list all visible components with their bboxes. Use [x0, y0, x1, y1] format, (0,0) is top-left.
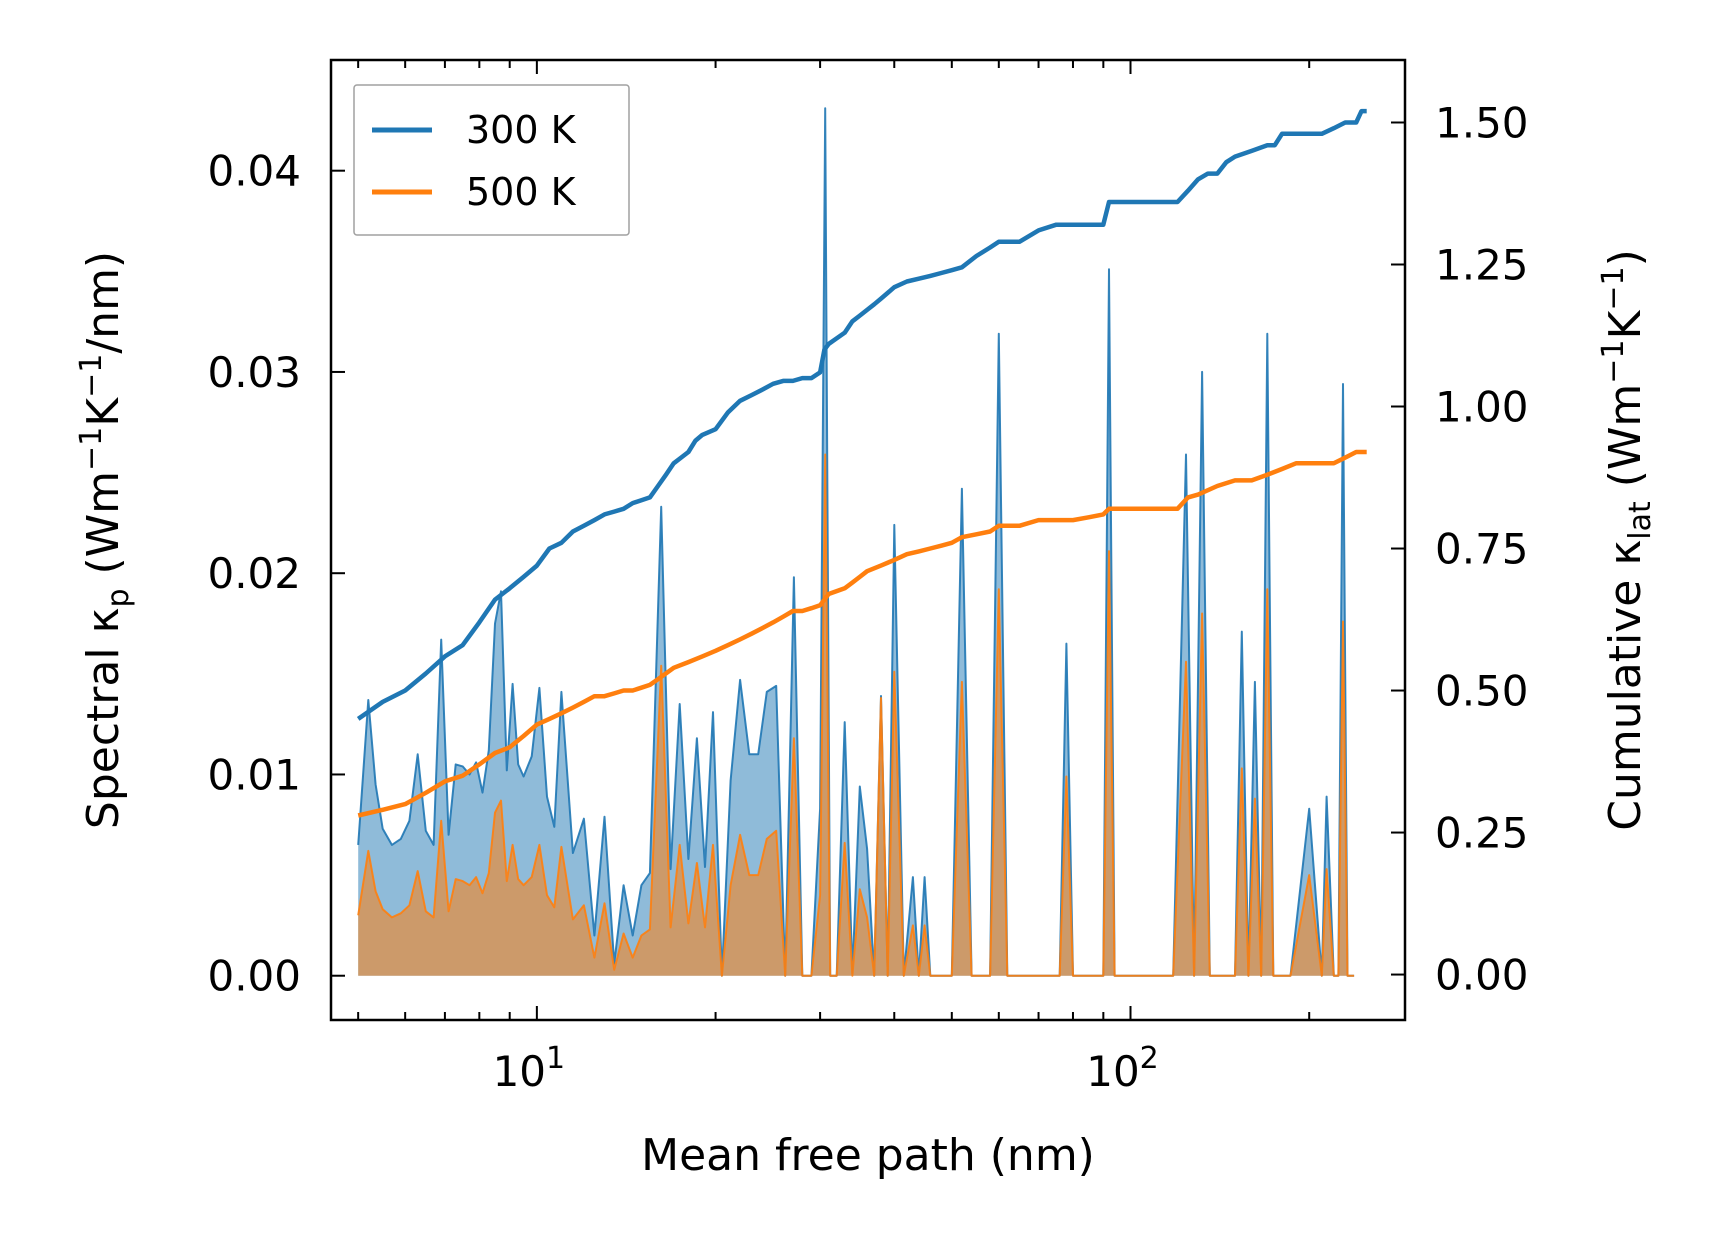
- right-y-title-main: Cumulative κ: [1600, 540, 1651, 831]
- cumulative-line-0: [356, 108, 1367, 721]
- right-y-title-unit-c: ): [1600, 249, 1651, 266]
- right-y-tick-label: 0.00: [1435, 951, 1529, 1000]
- x-tick-label-exp: 2: [1140, 1041, 1159, 1076]
- right-y-tick-label: 0.50: [1435, 667, 1529, 716]
- cumulative-line-1: [357, 449, 1367, 818]
- right-y-title-sup-a: −1: [1596, 339, 1631, 383]
- x-tick-label-base: 10: [493, 1047, 546, 1096]
- spectral-line-0: [357, 107, 1355, 977]
- legend: 300 K 500 K: [353, 84, 630, 236]
- plot-frame: [329, 58, 1407, 1022]
- axis-ticks: 101 1020.000.010.020.030.040.000.250.500.…: [207, 60, 1529, 1096]
- legend-box: [353, 84, 630, 236]
- left-y-title-unit-b: K: [78, 397, 129, 427]
- right-y-axis-title: Cumulative κlat (Wm−1K−1): [1596, 249, 1658, 831]
- left-y-tick-label: 0.03: [207, 348, 301, 397]
- right-y-tick-label: 1.00: [1435, 383, 1529, 432]
- left-y-title-sup-a: −1: [74, 427, 109, 471]
- right-y-tick-label: 1.25: [1435, 240, 1529, 289]
- x-axis-title: Mean free path (nm): [641, 1130, 1095, 1181]
- left-y-axis-title: Spectral κp (Wm−1K−1/nm): [74, 251, 136, 829]
- right-y-tick-label: 0.75: [1435, 525, 1529, 574]
- plot-area: [356, 107, 1367, 977]
- x-tick-label: 101: [493, 1041, 566, 1096]
- left-y-tick-label: 0.04: [207, 147, 301, 196]
- right-y-title-unit-b: K: [1600, 309, 1651, 339]
- x-tick-label: 102: [1086, 1041, 1159, 1096]
- left-y-title-unit-c: /nm): [78, 251, 129, 354]
- left-y-title-sub: p: [101, 588, 136, 607]
- left-y-tick-label: 0.02: [207, 549, 301, 598]
- left-y-title-unit-a: (Wm: [78, 471, 129, 589]
- right-y-tick-label: 1.50: [1435, 98, 1529, 147]
- x-tick-label-base: 10: [1086, 1047, 1139, 1096]
- x-tick-label-exp: 1: [546, 1041, 565, 1076]
- left-y-title-sup-b: −1: [74, 354, 109, 398]
- left-y-title-main: Spectral κ: [78, 608, 129, 830]
- right-y-title-sub: lat: [1623, 501, 1658, 540]
- right-y-title-unit-a: (Wm: [1600, 384, 1651, 502]
- left-y-tick-label: 0.00: [207, 952, 301, 1001]
- right-y-title-sup-b: −1: [1596, 266, 1631, 310]
- right-y-tick-label: 0.25: [1435, 809, 1529, 858]
- legend-label-500k: 500 K: [466, 170, 577, 214]
- spectral-line-1: [357, 453, 1355, 977]
- left-y-tick-label: 0.01: [207, 750, 301, 799]
- legend-label-300k: 300 K: [466, 108, 577, 152]
